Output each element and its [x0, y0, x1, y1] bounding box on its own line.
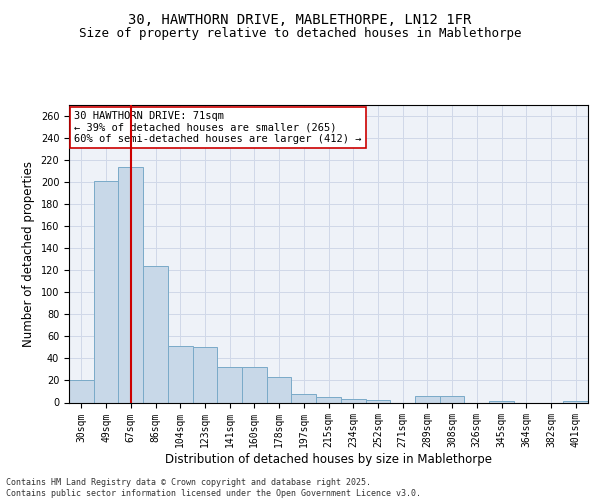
- X-axis label: Distribution of detached houses by size in Mablethorpe: Distribution of detached houses by size …: [165, 453, 492, 466]
- Bar: [193, 348, 217, 403]
- Text: 30, HAWTHORN DRIVE, MABLETHORPE, LN12 1FR: 30, HAWTHORN DRIVE, MABLETHORPE, LN12 1F…: [128, 12, 472, 26]
- Bar: [341, 399, 365, 402]
- Bar: [440, 396, 464, 402]
- Bar: [242, 367, 267, 402]
- Bar: [415, 396, 440, 402]
- Bar: [217, 367, 242, 402]
- Bar: [316, 397, 341, 402]
- Bar: [143, 266, 168, 402]
- Bar: [94, 181, 118, 402]
- Bar: [69, 380, 94, 402]
- Bar: [168, 346, 193, 403]
- Y-axis label: Number of detached properties: Number of detached properties: [22, 161, 35, 347]
- Text: Contains HM Land Registry data © Crown copyright and database right 2025.
Contai: Contains HM Land Registry data © Crown c…: [6, 478, 421, 498]
- Bar: [292, 394, 316, 402]
- Bar: [118, 166, 143, 402]
- Bar: [365, 400, 390, 402]
- Text: Size of property relative to detached houses in Mablethorpe: Size of property relative to detached ho…: [79, 28, 521, 40]
- Bar: [267, 377, 292, 402]
- Text: 30 HAWTHORN DRIVE: 71sqm
← 39% of detached houses are smaller (265)
60% of semi-: 30 HAWTHORN DRIVE: 71sqm ← 39% of detach…: [74, 111, 362, 144]
